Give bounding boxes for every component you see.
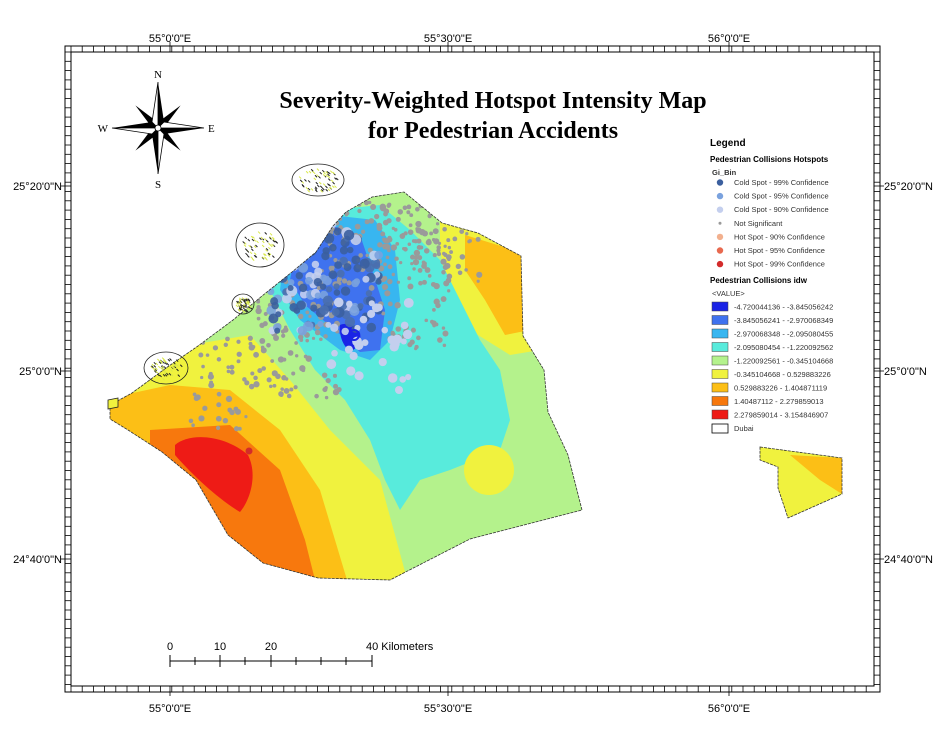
- bottom-lon-label: 56°0'0"E: [708, 703, 750, 715]
- graticule-ticks: [61, 42, 884, 696]
- legend-idw-swatch: [711, 315, 729, 325]
- legend-idw-layer: Pedestrian Collisions idw: [710, 276, 808, 285]
- legend-idw-label: -2.095080454 - -1.220092562: [734, 343, 833, 352]
- legend-boundary-swatch: [711, 423, 729, 434]
- legend-hotspot-symbol: [716, 247, 724, 254]
- legend-hotspot-symbol: [716, 260, 724, 268]
- legend-boundary-label: Dubai: [734, 424, 754, 433]
- legend-hotspot-layer: Pedestrian Collisions Hotspots: [710, 155, 829, 164]
- legend-idw-swatch: [711, 369, 729, 379]
- legend-idw-label: -0.345104668 - 0.529883226: [734, 370, 831, 379]
- legend-idw-label: 1.40487112 - 2.279859013: [734, 397, 824, 406]
- legend-idw-label: -3.845056241 - -2.970068349: [734, 316, 833, 325]
- bottom-lon-label: 55°30'0"E: [424, 703, 472, 715]
- top-lon-label: 55°0'0"E: [149, 33, 191, 45]
- legend-hotspot-label: Cold Spot - 90% Confidence: [734, 205, 829, 214]
- legend-hotspot-symbol: [718, 221, 722, 225]
- dubai-boundary: [109, 191, 583, 581]
- bottom-lon-label: 55°0'0"E: [149, 703, 191, 715]
- compass-rose-icon: N S E W: [98, 69, 215, 191]
- compass-n-label: N: [154, 69, 162, 81]
- legend-idw-label: 0.529883226 - 1.404871119: [734, 384, 827, 393]
- hot-spot-point: [245, 447, 253, 455]
- legend-idw-swatch: [711, 301, 729, 312]
- legend-idw-label: -1.220092561 - -0.345104668: [734, 357, 833, 366]
- map-title-line1: Severity-Weighted Hotspot Intensity Map: [279, 88, 706, 114]
- top-lon-label: 55°30'0"E: [424, 33, 472, 45]
- legend-hotspot-label: Cold Spot - 99% Confidence: [734, 178, 829, 187]
- legend-hotspot-symbol: [716, 192, 724, 200]
- top-lon-label: 56°0'0"E: [708, 33, 750, 45]
- left-lat-label: 25°20'0"N: [13, 181, 62, 193]
- legend-idw-field: <VALUE>: [712, 289, 745, 298]
- legend-hotspot-label: Hot Spot - 95% Confidence: [734, 246, 825, 255]
- legend-title: Legend: [710, 138, 746, 149]
- legend-idw-swatch: [711, 328, 729, 339]
- legend-idw-swatch: [711, 355, 729, 366]
- palm-islands: [107, 163, 345, 410]
- compass-w-label: W: [98, 123, 109, 135]
- right-lat-label: 25°20'0"N: [884, 181, 933, 193]
- scale-label: 0: [167, 641, 173, 653]
- legend-hotspot-symbol: [716, 206, 724, 213]
- legend-hotspot-symbol: [716, 179, 724, 186]
- legend-idw-label: -2.970068348 - -2.095080455: [734, 330, 833, 339]
- legend-hotspot-field: Gi_Bin: [712, 168, 737, 177]
- compass-e-label: E: [208, 123, 215, 135]
- left-lat-label: 24°40'0"N: [13, 554, 62, 566]
- legend-idw-label: -4.720044136 - -3.845056242: [734, 303, 833, 312]
- scale-label: 10: [214, 641, 226, 653]
- legend: Legend Pedestrian Collisions Hotspots Gi…: [710, 138, 833, 434]
- compass-s-label: S: [155, 179, 161, 191]
- right-lat-label: 25°0'0"N: [884, 366, 927, 378]
- map-title-line2: for Pedestrian Accidents: [368, 118, 618, 144]
- scale-label: 40 Kilometers: [366, 641, 434, 653]
- scale-label: 20: [265, 641, 277, 653]
- legend-idw-swatch: [711, 409, 729, 420]
- legend-hotspot-label: Hot Spot - 90% Confidence: [734, 232, 825, 241]
- left-lat-label: 25°0'0"N: [19, 366, 62, 378]
- idw-surface: [110, 192, 582, 580]
- legend-idw-swatch: [711, 396, 729, 406]
- legend-hotspot-label: Not Significant: [734, 219, 783, 228]
- scale-bar: 0 10 20 40 Kilometers: [167, 641, 434, 667]
- legend-hotspot-label: Hot Spot - 99% Confidence: [734, 260, 825, 269]
- legend-idw-swatch: [711, 382, 729, 393]
- right-lat-label: 24°40'0"N: [884, 554, 933, 566]
- legend-idw-swatch: [711, 342, 729, 352]
- cold-spot-point: [395, 386, 403, 394]
- legend-hotspot-label: Cold Spot - 95% Confidence: [734, 192, 829, 201]
- legend-idw-label: 2.279859014 - 3.154846907: [734, 411, 828, 420]
- legend-hotspot-symbol: [716, 233, 724, 241]
